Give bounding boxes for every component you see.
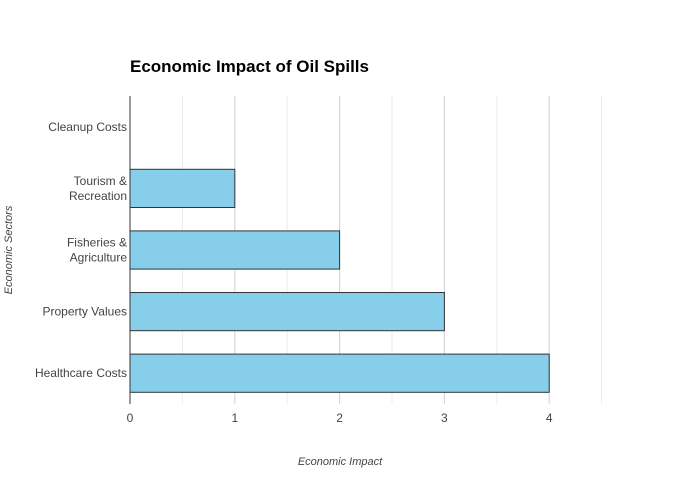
y-tick-label: Cleanup Costs bbox=[48, 120, 127, 134]
x-tick-label: 2 bbox=[336, 411, 343, 425]
bars bbox=[129, 168, 550, 393]
y-tick-labels: Cleanup Costs Tourism & Recreation Fisherie… bbox=[35, 120, 127, 380]
bar bbox=[129, 292, 445, 332]
y-axis-title: Economic Sectors bbox=[3, 205, 15, 294]
bar bbox=[129, 353, 550, 393]
x-tick-label: 0 bbox=[127, 411, 134, 425]
bar bbox=[129, 168, 236, 208]
y-tick-label: Healthcare Costs bbox=[35, 366, 127, 380]
y-tick-label: Property Values bbox=[43, 305, 128, 319]
x-tick-label: 1 bbox=[231, 411, 238, 425]
x-axis-title: Economic Impact bbox=[298, 456, 383, 468]
y-tick-label: Tourism & Recreation bbox=[69, 174, 127, 203]
x-tick-labels: 0 1 2 3 4 bbox=[127, 411, 553, 425]
chart-title: Economic Impact of Oil Spills bbox=[130, 57, 369, 76]
x-tick-label: 4 bbox=[546, 411, 553, 425]
x-tick-label: 3 bbox=[441, 411, 448, 425]
bar bbox=[129, 230, 341, 270]
y-tick-label: Fisheries & Agriculture bbox=[67, 236, 127, 265]
